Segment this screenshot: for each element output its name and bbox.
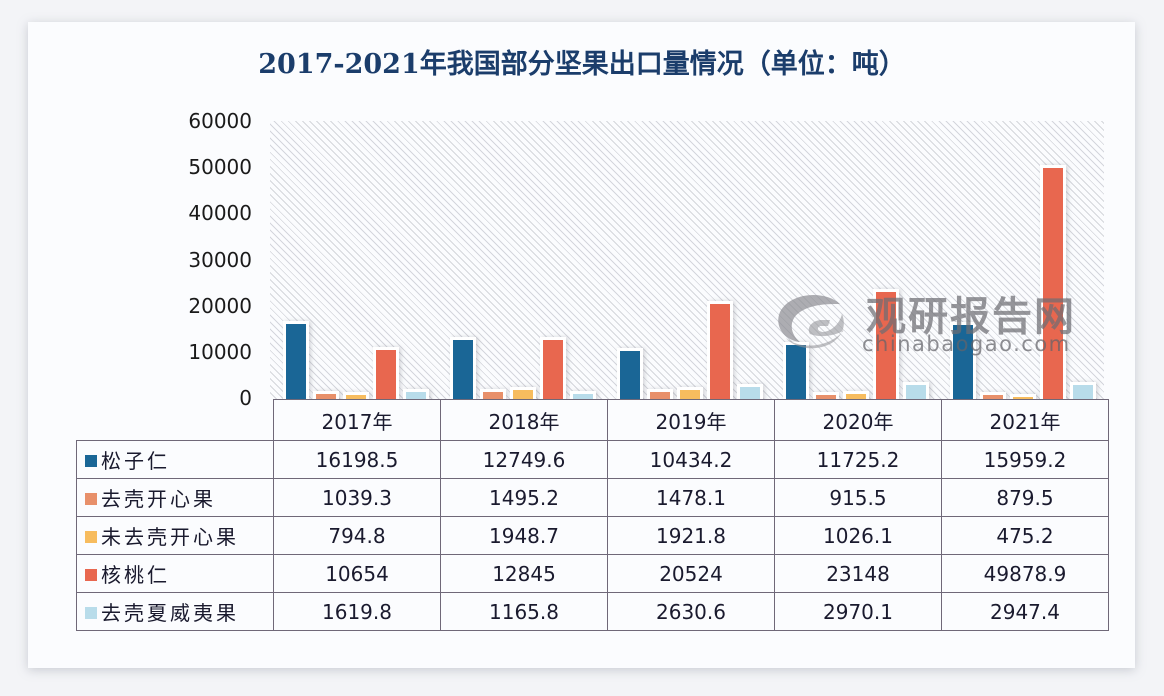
- bar: [953, 325, 974, 399]
- table-cell: 20524: [607, 554, 775, 593]
- bar: [346, 395, 366, 399]
- legend-item: 去壳开心果: [76, 478, 274, 517]
- legend-item: 松子仁: [76, 440, 274, 479]
- table-corner: [76, 399, 274, 441]
- bar: [572, 393, 593, 399]
- bar: [786, 344, 807, 399]
- bar: [316, 394, 336, 399]
- table-cell: 15959.2: [941, 440, 1109, 479]
- table-cell: 475.2: [941, 516, 1109, 555]
- table-cell: 10654: [273, 554, 441, 593]
- table-cell: 1495.2: [440, 478, 608, 517]
- table-cell: 2947.4: [941, 592, 1109, 631]
- table-cell: 1165.8: [440, 592, 608, 631]
- table-row: 松子仁 16198.5 12749.6 10434.2 11725.2 1595…: [76, 440, 1109, 479]
- data-table: 2017年 2018年 2019年 2020年 2021年 松子仁 16198.…: [76, 399, 1109, 631]
- column-header: 2020年: [774, 399, 942, 441]
- column-header: 2021年: [941, 399, 1109, 441]
- bar: [286, 323, 306, 399]
- table-cell: 1921.8: [607, 516, 775, 555]
- table-cell: 1948.7: [440, 516, 608, 555]
- chart-title: 2017-2021年我国部分坚果出口量情况（单位：吨）: [258, 49, 906, 80]
- table-row: 未去壳开心果 794.8 1948.7 1921.8 1026.1 475.2: [76, 516, 1109, 555]
- series-label: 松子仁: [101, 449, 170, 473]
- series-label: 核桃仁: [101, 563, 170, 587]
- bar: [709, 303, 730, 399]
- bar: [1073, 385, 1094, 399]
- legend-swatch-icon: [85, 454, 97, 467]
- table-cell: 12749.6: [440, 440, 608, 479]
- bar: [482, 392, 503, 399]
- table-header-row: 2017年 2018年 2019年 2020年 2021年: [76, 399, 1109, 441]
- bar: [739, 386, 760, 399]
- bar: [679, 390, 700, 399]
- legend-swatch-icon: [85, 492, 97, 505]
- table-cell: 23148: [774, 554, 942, 593]
- table-cell: 10434.2: [607, 440, 775, 479]
- legend-swatch-icon: [85, 606, 97, 619]
- table-cell: 1039.3: [273, 478, 441, 517]
- table-cell: 915.5: [774, 478, 942, 517]
- table-row: 核桃仁 10654 12845 20524 23148 49878.9: [76, 554, 1109, 593]
- y-tick: 50000: [188, 155, 252, 179]
- series-label: 未去壳开心果: [101, 525, 239, 549]
- bar: [816, 394, 837, 399]
- bar: [512, 389, 533, 399]
- table-cell: 2970.1: [774, 592, 942, 631]
- column-header: 2018年: [440, 399, 608, 441]
- legend-item: 核桃仁: [76, 554, 274, 593]
- legend-item: 去壳夏威夷果: [76, 592, 274, 631]
- bar: [376, 349, 396, 399]
- plot-area: [270, 121, 1104, 399]
- bar: [876, 291, 897, 399]
- y-tick: 40000: [188, 201, 252, 225]
- table-cell: 794.8: [273, 516, 441, 555]
- legend-item: 未去壳开心果: [76, 516, 274, 555]
- bar: [1043, 167, 1064, 399]
- table-cell: 11725.2: [774, 440, 942, 479]
- series-label: 去壳夏威夷果: [101, 601, 239, 625]
- bar: [983, 394, 1004, 399]
- column-header: 2019年: [607, 399, 775, 441]
- bar: [649, 392, 670, 399]
- legend-swatch-icon: [85, 568, 97, 581]
- table-cell: 879.5: [941, 478, 1109, 517]
- table-cell: 49878.9: [941, 554, 1109, 593]
- bar: [846, 394, 867, 399]
- bar: [542, 339, 563, 399]
- series-label: 去壳开心果: [101, 487, 216, 511]
- table-row: 去壳夏威夷果 1619.8 1165.8 2630.6 2970.1 2947.…: [76, 592, 1109, 631]
- bar: [1013, 396, 1034, 399]
- bar: [906, 385, 927, 399]
- table-cell: 1026.1: [774, 516, 942, 555]
- bar: [619, 350, 640, 399]
- y-tick: 30000: [188, 248, 252, 272]
- y-tick: 20000: [188, 294, 252, 318]
- bar: [406, 391, 426, 399]
- y-tick: 60000: [188, 109, 252, 133]
- table-cell: 12845: [440, 554, 608, 593]
- legend-swatch-icon: [85, 530, 97, 543]
- table-cell: 2630.6: [607, 592, 775, 631]
- table-cell: 1619.8: [273, 592, 441, 631]
- column-header: 2017年: [273, 399, 441, 441]
- table-row: 去壳开心果 1039.3 1495.2 1478.1 915.5 879.5: [76, 478, 1109, 517]
- y-tick: 10000: [188, 340, 252, 364]
- table-cell: 1478.1: [607, 478, 775, 517]
- bar: [452, 339, 473, 399]
- table-cell: 16198.5: [273, 440, 441, 479]
